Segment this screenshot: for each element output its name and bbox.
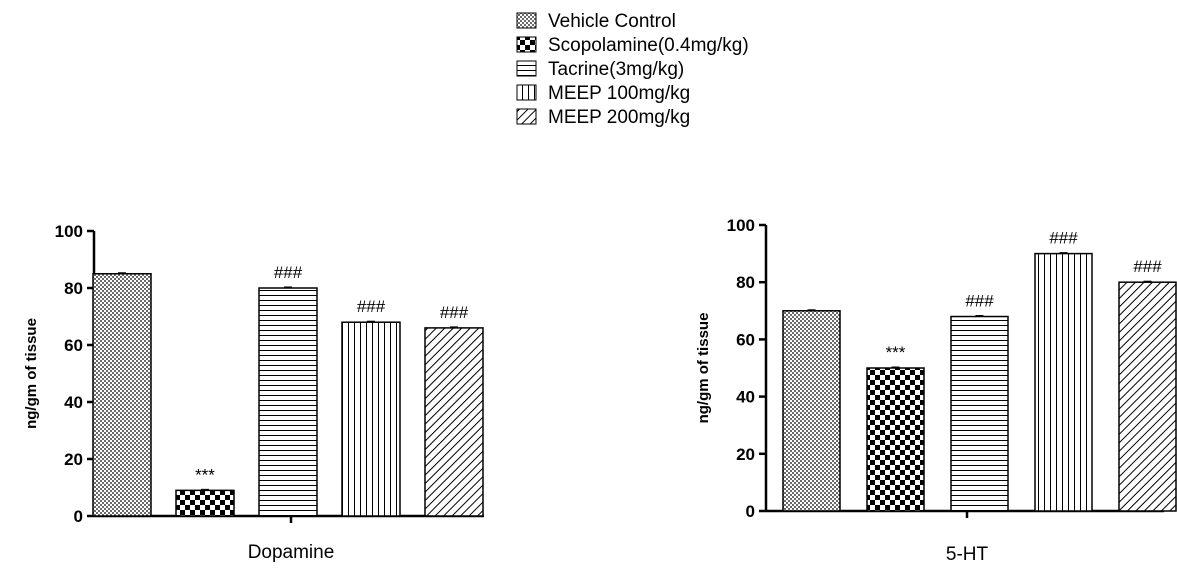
bar-horizontal — [950, 315, 1009, 512]
legend-item: Tacrine(3mg/kg) — [516, 59, 684, 80]
bar-crosshatch — [92, 273, 152, 517]
bar-checker — [175, 489, 235, 517]
y-tick-label: 60 — [64, 336, 83, 355]
bar-annotation: ### — [1049, 229, 1078, 248]
y-tick-label: 60 — [736, 330, 755, 349]
bar-crosshatch — [782, 310, 841, 512]
bar-vertical — [341, 321, 401, 517]
y-tick-label: 80 — [736, 273, 755, 292]
y-tick-label: 0 — [746, 502, 755, 521]
y-tick-label: 80 — [64, 279, 83, 298]
legend-label: Scopolamine(0.4mg/kg) — [548, 35, 749, 56]
bar-annotation: ### — [440, 303, 469, 322]
bar-horizontal — [258, 287, 318, 517]
legend-swatch-checker — [516, 36, 537, 53]
legend-swatch-crosshatch — [516, 12, 537, 29]
y-axis-label: ng/gm of tissue — [23, 318, 40, 429]
legend-item: Scopolamine(0.4mg/kg) — [516, 35, 749, 56]
bar-vertical — [1034, 252, 1093, 512]
bar-annotation: *** — [886, 343, 906, 362]
y-tick-label: 100 — [55, 222, 83, 241]
bar-diagonal — [1118, 281, 1177, 512]
legend-item: Vehicle Control — [516, 11, 676, 32]
legend-item: MEEP 100mg/kg — [516, 83, 690, 104]
bar-annotation: ### — [1133, 257, 1162, 276]
legend-label: MEEP 100mg/kg — [548, 83, 690, 104]
legend-swatch-horizontal — [516, 60, 537, 77]
x-axis-label: 5-HT — [946, 544, 989, 565]
bar-diagonal — [424, 327, 484, 517]
y-tick-label: 20 — [736, 445, 755, 464]
y-tick-label: 20 — [64, 450, 83, 469]
y-axis-label: ng/gm of tissue — [695, 313, 712, 424]
legend-label: Tacrine(3mg/kg) — [548, 59, 684, 80]
bar-annotation: *** — [195, 465, 215, 484]
y-tick-label: 0 — [74, 507, 83, 526]
dopamine-chart: 0 20 40 60 80 100 ng/gm of tissue Dopamine *** ##… — [23, 222, 484, 563]
legend-label: Vehicle Control — [548, 11, 676, 32]
y-tick-label: 40 — [64, 393, 83, 412]
y-tick-label: 100 — [727, 216, 755, 235]
x-axis-label: Dopamine — [248, 542, 335, 563]
legend-swatch-vertical — [516, 84, 537, 101]
bar-annotation: ### — [357, 297, 386, 316]
serotonin-chart: 0 20 40 60 80 100 ng/gm of tissue 5-HT *** ### ###… — [695, 216, 1177, 565]
bar-checker — [866, 367, 925, 512]
y-tick-label: 40 — [736, 388, 755, 407]
legend-label: MEEP 200mg/kg — [548, 107, 690, 128]
bar-annotation: ### — [274, 263, 303, 282]
bar-annotation: ### — [965, 292, 994, 311]
legend: Vehicle Control Scopolamine(0.4mg/kg) Tacr… — [516, 11, 749, 128]
legend-item: MEEP 200mg/kg — [516, 107, 690, 128]
legend-swatch-diagonal — [516, 108, 537, 125]
